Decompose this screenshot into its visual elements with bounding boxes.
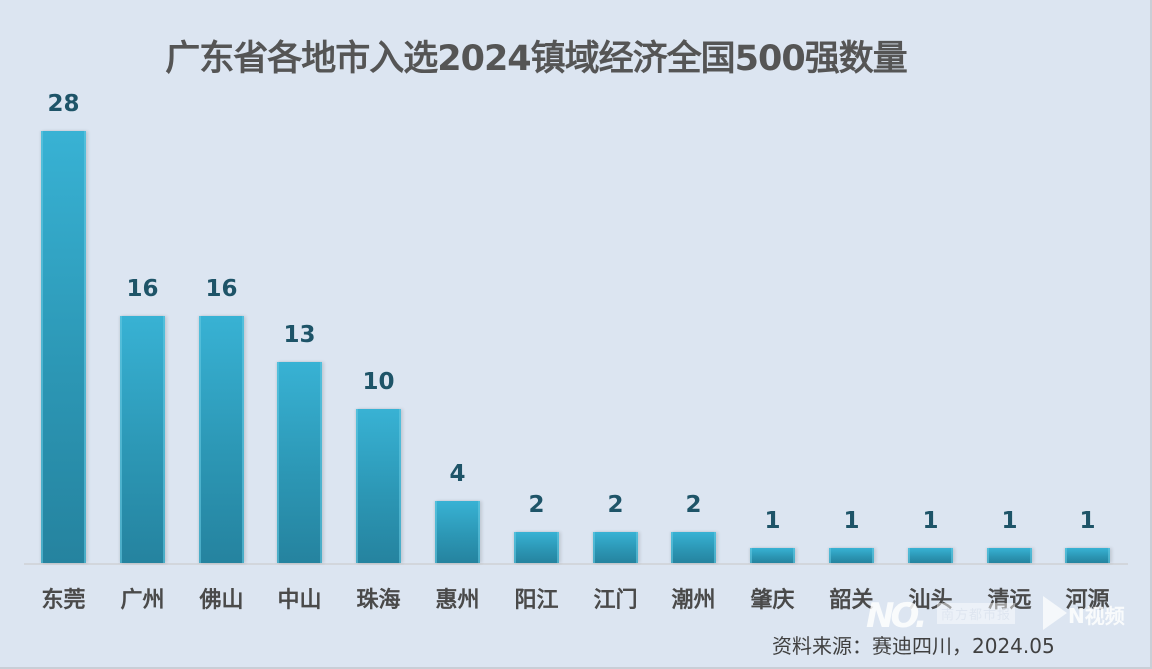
- category-label: 清远: [987, 588, 1032, 613]
- category-label: 肇庆: [750, 588, 795, 613]
- category-label: 惠州: [435, 588, 480, 613]
- bar: [277, 362, 322, 563]
- category-label: 韶关: [829, 588, 874, 613]
- x-axis-baseline: [24, 563, 1128, 565]
- value-label: 16: [126, 276, 159, 302]
- watermark-paper-name: 南方都市报: [937, 603, 1016, 624]
- bar: [829, 548, 874, 563]
- category-label: 广州: [120, 588, 165, 613]
- category-label: 珠海: [356, 588, 401, 613]
- bar: [199, 316, 244, 563]
- category-label: 佛山: [199, 588, 244, 613]
- value-label: 2: [528, 492, 545, 518]
- category-label: 汕头: [908, 588, 953, 613]
- bar: [356, 409, 401, 563]
- chart-title: 广东省各地市入选2024镇域经济全国500强数量: [165, 39, 907, 79]
- value-label: 1: [843, 508, 860, 534]
- bar: [120, 316, 165, 563]
- category-label: 中山: [277, 588, 322, 613]
- watermark-video: N视频: [1068, 604, 1125, 628]
- category-label: 阳江: [514, 588, 559, 613]
- bar: [435, 501, 480, 563]
- category-label: 潮州: [671, 588, 716, 613]
- category-label: 河源: [1065, 588, 1110, 613]
- category-label: 江门: [593, 588, 638, 613]
- bar: [41, 131, 86, 563]
- bar: [593, 532, 638, 563]
- value-label: 2: [607, 492, 624, 518]
- category-label: 东莞: [41, 588, 86, 613]
- value-label: 1: [1079, 508, 1096, 534]
- bar: [908, 548, 953, 563]
- source-note: 资料来源：赛迪四川，2024.05: [772, 634, 1055, 658]
- value-label: 4: [449, 461, 466, 487]
- play-icon: [1043, 596, 1067, 630]
- value-label: 28: [47, 91, 80, 117]
- value-label: 1: [764, 508, 781, 534]
- value-label: 13: [283, 322, 316, 348]
- bar: [671, 532, 716, 563]
- value-label: 2: [685, 492, 702, 518]
- bar: [514, 532, 559, 563]
- bar: [987, 548, 1032, 563]
- bar: [750, 548, 795, 563]
- value-label: 1: [1001, 508, 1018, 534]
- watermark-logo: NO.: [866, 596, 927, 636]
- bar: [1065, 548, 1110, 563]
- value-label: 1: [922, 508, 939, 534]
- value-label: 16: [205, 276, 238, 302]
- value-label: 10: [362, 369, 395, 395]
